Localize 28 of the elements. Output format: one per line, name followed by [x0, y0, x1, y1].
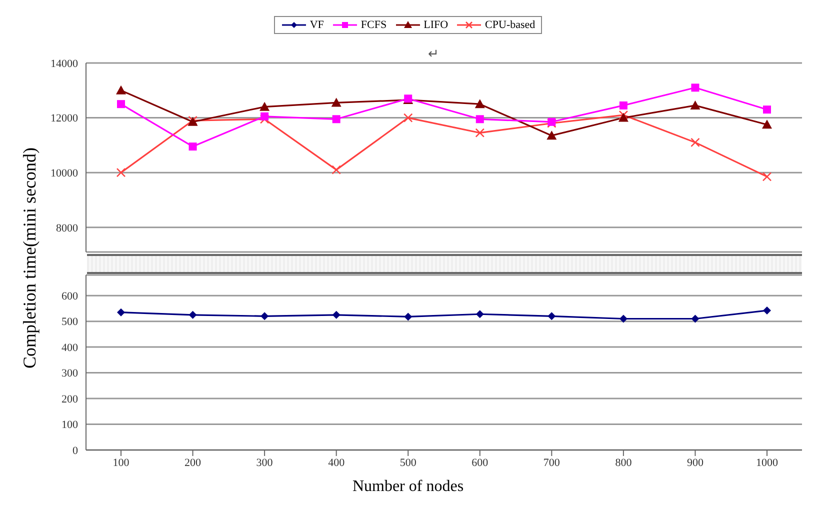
y-tick-label: 500	[62, 316, 78, 328]
y-tick-label: 10000	[50, 167, 78, 180]
y-tick-label: 400	[62, 342, 78, 354]
x-tick-label: 500	[400, 456, 417, 469]
y-tick-label: 0	[72, 444, 78, 457]
x-tick-label: 600	[472, 456, 489, 469]
x-tick-label: 900	[686, 456, 704, 469]
x-tick-label: 400	[328, 456, 346, 469]
y-tick-label: 100	[62, 419, 78, 432]
x-tick-label: 1000	[756, 456, 778, 469]
x-tick-label: 300	[256, 456, 274, 469]
legend-label: VF	[310, 19, 324, 31]
x-tick-label: 700	[543, 456, 560, 469]
legend-label: FCFS	[360, 19, 387, 31]
y-tick-label: 12000	[50, 112, 78, 125]
x-tick-label: 200	[184, 456, 202, 469]
x-tick-label: 100	[112, 456, 130, 469]
y-tick-label: 600	[62, 290, 78, 302]
text: ↵	[428, 46, 439, 62]
legend-label: CPU-based	[485, 19, 536, 31]
x-tick-label: 800	[615, 456, 632, 469]
y-tick-label: 8000	[56, 222, 78, 234]
x-axis-title: Number of nodes	[351, 478, 465, 496]
y-axis-title: Completion time(mini second)	[20, 148, 40, 368]
y-tick-label: 200	[62, 393, 78, 406]
y-tick-label: 300	[62, 368, 78, 380]
legend-label: LIFO	[424, 19, 448, 31]
y-tick-label: 14000	[50, 58, 78, 70]
